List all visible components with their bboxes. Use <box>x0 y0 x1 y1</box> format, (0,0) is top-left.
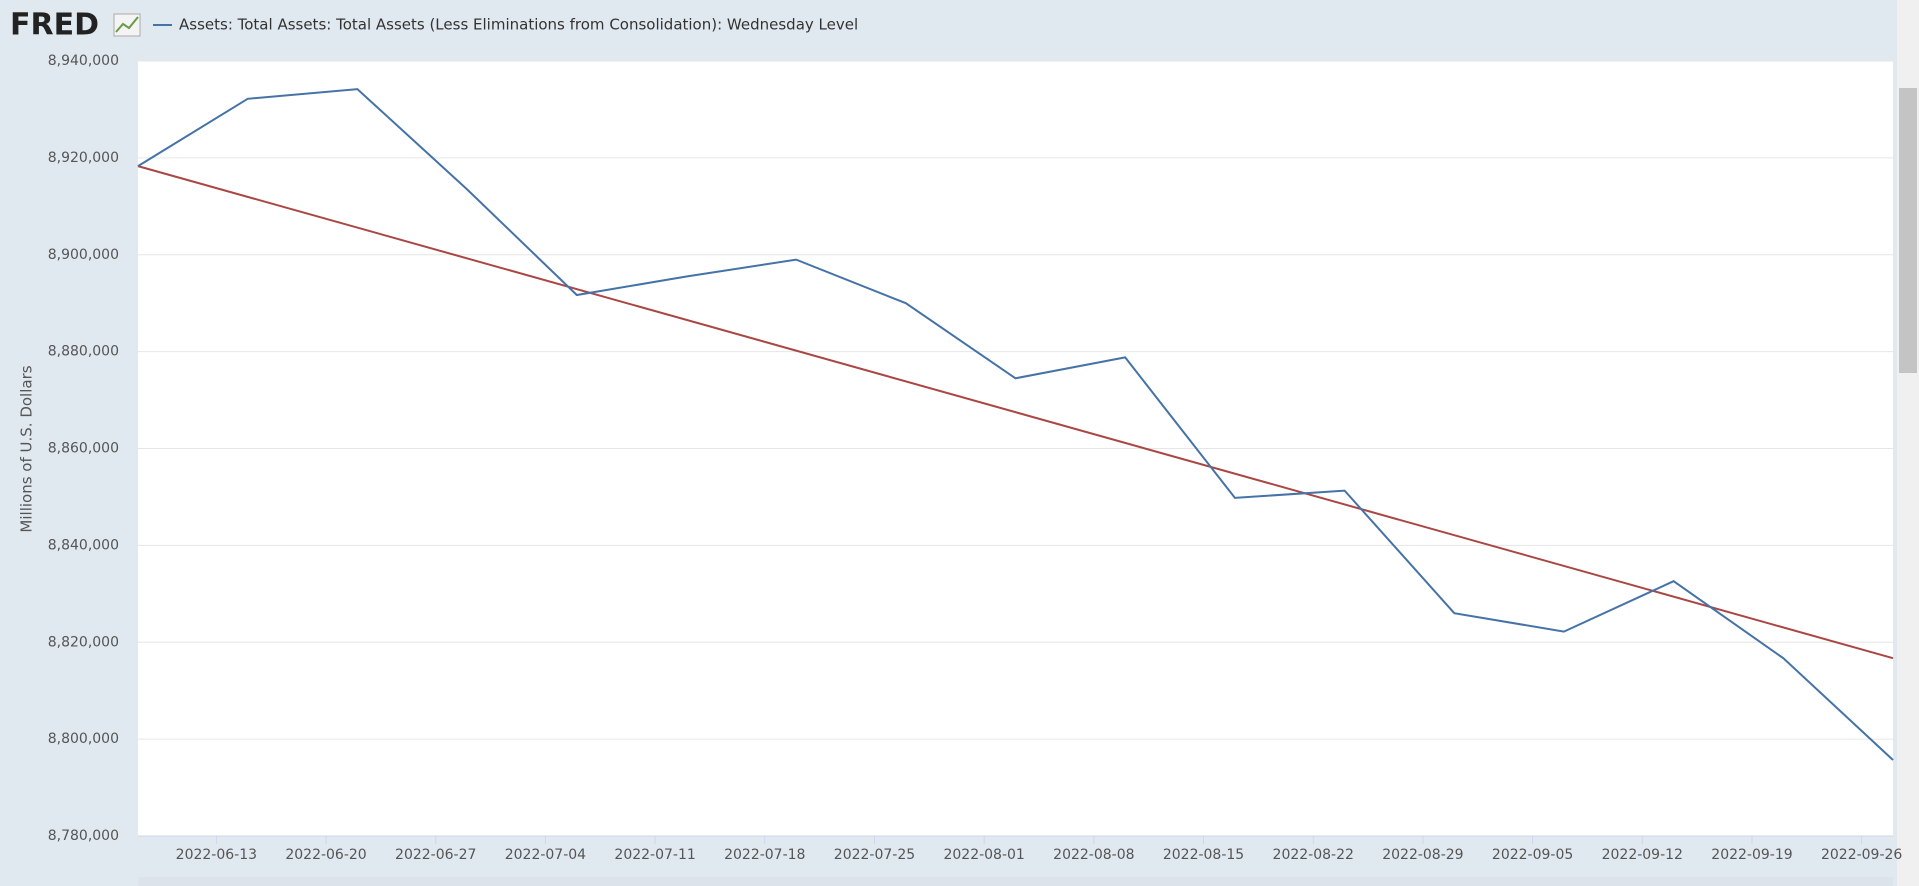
legend-label: Assets: Total Assets: Total Assets (Less… <box>179 16 858 34</box>
series-line <box>137 88 1894 761</box>
x-tick-label: 2022-08-08 <box>1053 847 1134 863</box>
x-tick-label: 2022-07-04 <box>505 847 586 863</box>
y-tick-label: 8,880,000 <box>48 344 119 360</box>
logo: FRED <box>10 8 99 43</box>
y-tick-label: 8,940,000 <box>48 53 119 69</box>
trend-line <box>137 165 1894 660</box>
scrollbar-thumb[interactable] <box>1899 88 1917 373</box>
logo-icon <box>113 13 141 37</box>
x-tick-label: 2022-09-26 <box>1821 847 1902 863</box>
y-tick-label: 8,820,000 <box>48 634 119 650</box>
x-tick-label: 2022-09-12 <box>1602 847 1683 863</box>
x-tick-label: 2022-07-25 <box>834 847 915 863</box>
x-tick-label: 2022-06-13 <box>176 847 257 863</box>
y-tick-label: 8,920,000 <box>48 150 119 166</box>
y-tick-label: 8,900,000 <box>48 247 119 263</box>
x-tick-label: 2022-06-20 <box>285 847 366 863</box>
x-tick-label: 2022-07-11 <box>614 847 695 863</box>
navigator[interactable] <box>138 877 1893 886</box>
x-tick-label: 2022-08-15 <box>1163 847 1244 863</box>
x-tick-label: 2022-06-27 <box>395 847 476 863</box>
x-tick-label: 2022-08-29 <box>1382 847 1463 863</box>
y-axis-label: Millions of U.S. Dollars <box>18 365 36 532</box>
y-tick-label: 8,800,000 <box>48 731 119 747</box>
logo-icon-line <box>115 16 139 33</box>
y-tick-label: 8,840,000 <box>48 537 119 553</box>
y-tick-label: 8,780,000 <box>48 828 119 844</box>
x-tick-label: 2022-09-05 <box>1492 847 1573 863</box>
x-tick-label: 2022-08-22 <box>1273 847 1354 863</box>
x-tick-label: 2022-09-19 <box>1711 847 1792 863</box>
y-tick-label: 8,860,000 <box>48 441 119 457</box>
x-tick-label: 2022-07-18 <box>724 847 805 863</box>
x-tick-label: 2022-08-01 <box>943 847 1024 863</box>
